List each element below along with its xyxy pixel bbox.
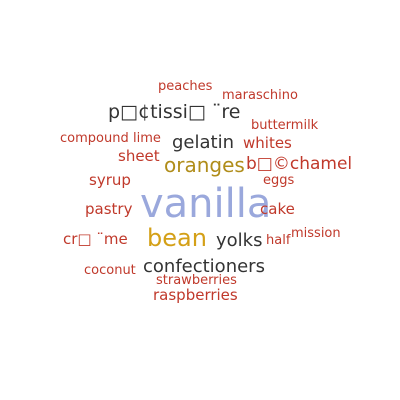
word-buttermilk: buttermilk xyxy=(251,118,319,133)
word-raspberries: raspberries xyxy=(153,286,238,304)
word-bechamel: b□©chamel xyxy=(246,154,353,174)
word-pastry: pastry xyxy=(85,200,133,218)
word-yolks: yolks xyxy=(216,230,263,251)
word-peaches: peaches xyxy=(158,79,213,94)
word-vanilla: vanilla xyxy=(140,181,272,227)
word-syrup: syrup xyxy=(89,171,131,189)
word-mission: mission xyxy=(291,226,341,241)
word-strawberries: strawberries xyxy=(156,273,237,288)
word-oranges: oranges xyxy=(164,153,245,177)
word-lime: lime xyxy=(133,131,161,146)
word-coconut: coconut xyxy=(84,263,136,278)
word-patissiere: p□¢tissi□ ¨re xyxy=(108,101,241,123)
word-half: half xyxy=(266,233,291,248)
word-sheet: sheet xyxy=(118,147,160,165)
word-compound: compound xyxy=(60,131,129,146)
word-maraschino: maraschino xyxy=(222,88,298,103)
word-eggs: eggs xyxy=(263,173,295,188)
word-creme: cr□ ¨me xyxy=(63,230,128,248)
word-bean: bean xyxy=(147,224,207,252)
word-gelatin: gelatin xyxy=(172,132,234,153)
word-cake: cake xyxy=(260,200,295,218)
word-whites: whites xyxy=(243,134,292,152)
word-confectioners: confectioners xyxy=(143,256,265,277)
